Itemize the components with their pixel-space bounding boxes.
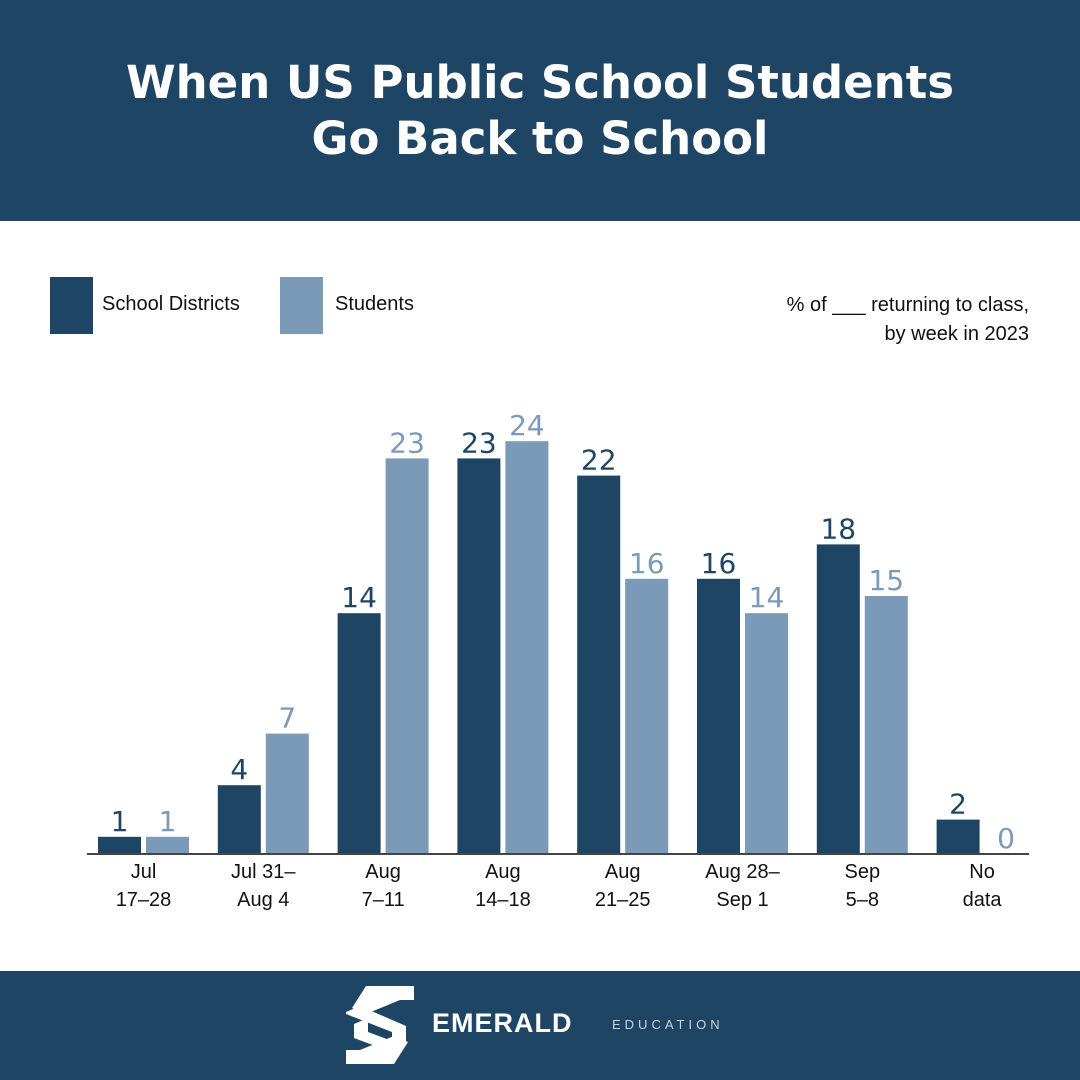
legend-label-school-districts: School Districts — [102, 293, 240, 315]
brand-name: EMERALD — [432, 1008, 573, 1038]
bar-students-5 — [745, 613, 788, 854]
bar-students-6 — [864, 596, 908, 854]
bar-students-1 — [265, 733, 309, 854]
x-tick-label-7-line-0: No — [969, 861, 995, 883]
chart-note: % of ___ returning to class, by week in … — [629, 291, 1029, 349]
data-label-school-districts-2: 14 — [341, 581, 377, 614]
bar-school-districts-3 — [457, 458, 501, 854]
x-tick-labels: Jul 17–28 Jul 31– Aug 4 Aug 7–11 Aug 14–18 Aug 21… — [116, 861, 1003, 911]
data-label-school-districts-0: 1 — [111, 805, 129, 838]
header-banner: When US Public School Students Go Back t… — [0, 0, 1080, 221]
data-label-school-districts-6: 18 — [820, 512, 856, 545]
data-label-school-districts-1: 4 — [230, 753, 248, 786]
brand-subtitle: EDUCATION — [612, 1017, 724, 1032]
x-tick-label-2-line-0: Aug — [365, 861, 401, 883]
data-label-school-districts-4: 22 — [581, 444, 617, 477]
x-tick-label-4-line-0: Aug — [605, 861, 641, 883]
x-tick-label-2-line-1: 7–11 — [362, 889, 405, 911]
legend-swatch-students — [280, 277, 323, 334]
x-tick-label-0-line-1: 17–28 — [116, 889, 172, 911]
data-label-school-districts-5: 16 — [701, 547, 737, 580]
x-tick-label-6-line-0: Sep — [845, 861, 881, 883]
bar-school-districts-1 — [217, 785, 261, 854]
bar-students-0 — [146, 836, 189, 854]
data-label-school-districts-3: 23 — [461, 426, 497, 459]
x-tick-label-0-line-0: Jul — [131, 861, 157, 883]
data-label-students-1: 7 — [278, 702, 296, 735]
x-tick-label-4-line-1: 21–25 — [595, 889, 651, 911]
data-label-students-7: 0 — [997, 822, 1015, 855]
bar-school-districts-6 — [816, 544, 860, 854]
chart-note-line-1: % of ___ returning to class, — [786, 294, 1029, 316]
legend-swatch-school-districts — [50, 277, 93, 334]
data-label-students-4: 16 — [629, 547, 665, 580]
bar-students-2 — [385, 458, 429, 854]
data-label-students-0: 1 — [159, 805, 177, 838]
emerald-s-logo-icon — [346, 986, 414, 1064]
bar-school-districts-4 — [577, 475, 621, 854]
legend-label-students: Students — [335, 293, 414, 315]
bar-school-districts-7 — [936, 819, 980, 854]
footer-banner: EMERALD EDUCATION — [0, 971, 1080, 1080]
bar-students-4 — [625, 578, 669, 854]
bar-school-districts-2 — [337, 613, 381, 854]
x-tick-label-1-line-0: Jul 31– — [231, 861, 296, 883]
data-label-school-districts-7: 2 — [949, 788, 967, 821]
chart-note-line-2: by week in 2023 — [884, 323, 1029, 345]
bar-school-districts-0 — [98, 836, 141, 854]
x-tick-label-6-line-1: 5–8 — [846, 889, 879, 911]
data-label-students-5: 14 — [749, 581, 785, 614]
x-tick-label-5-line-1: Sep 1 — [716, 889, 768, 911]
bar-students-3 — [505, 441, 549, 854]
data-label-students-2: 23 — [389, 426, 425, 459]
x-tick-label-7-line-1: data — [963, 889, 1003, 911]
data-label-students-6: 15 — [868, 564, 904, 597]
bar-school-districts-5 — [697, 578, 740, 854]
page-title: When US Public School Students Go Back t… — [126, 55, 954, 165]
data-label-students-3: 24 — [509, 409, 545, 442]
x-tick-label-1-line-1: Aug 4 — [237, 889, 289, 911]
x-tick-label-3-line-0: Aug — [485, 861, 521, 883]
x-tick-label-5-line-0: Aug 28– — [705, 861, 780, 883]
x-tick-label-3-line-1: 14–18 — [475, 889, 531, 911]
